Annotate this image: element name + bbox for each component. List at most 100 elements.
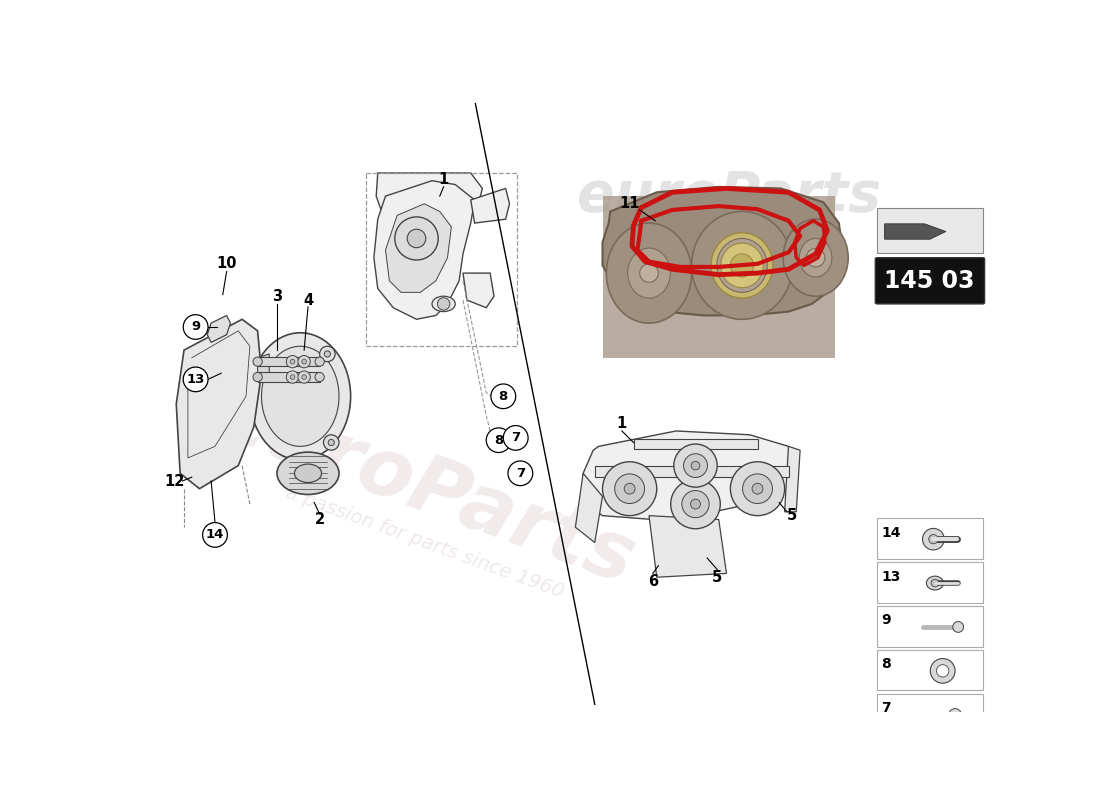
Bar [877,562,983,602]
Circle shape [603,462,657,516]
Polygon shape [257,354,270,373]
Circle shape [936,665,949,677]
Text: 14: 14 [206,529,224,542]
Text: 12: 12 [165,474,185,489]
Circle shape [733,256,751,274]
Ellipse shape [295,464,321,482]
Bar [877,518,983,558]
Text: 5: 5 [712,570,723,585]
Circle shape [184,314,208,339]
Polygon shape [385,204,451,292]
Polygon shape [463,273,494,308]
Circle shape [328,439,334,446]
Text: 4: 4 [302,293,313,307]
Circle shape [395,217,438,260]
Circle shape [438,298,450,310]
Polygon shape [207,315,231,342]
Circle shape [953,622,964,632]
Text: 9: 9 [881,614,891,627]
Bar [366,173,517,346]
Ellipse shape [277,452,339,494]
Polygon shape [595,466,789,477]
Circle shape [301,374,307,379]
Polygon shape [877,209,983,253]
Circle shape [742,474,772,503]
Text: 8: 8 [881,658,891,671]
Circle shape [184,367,208,392]
Bar [877,650,983,690]
Circle shape [671,479,720,529]
Circle shape [324,351,330,357]
Circle shape [286,371,299,383]
Circle shape [323,435,339,450]
Circle shape [508,461,532,486]
Circle shape [730,462,784,516]
Text: 1: 1 [617,416,627,430]
Ellipse shape [315,373,324,382]
Text: 8: 8 [494,434,504,446]
Text: 13: 13 [881,570,901,583]
Circle shape [298,355,310,368]
Text: 2: 2 [315,512,324,527]
Ellipse shape [432,296,455,311]
Text: 145 03: 145 03 [884,269,975,293]
Bar [877,606,983,646]
Polygon shape [603,196,835,358]
Polygon shape [376,173,483,211]
Polygon shape [575,474,603,542]
Circle shape [923,529,944,550]
Circle shape [407,230,426,248]
Ellipse shape [606,223,692,323]
Text: euroParts: euroParts [204,377,645,601]
Ellipse shape [800,238,832,277]
Text: 11: 11 [619,196,640,211]
Circle shape [640,264,658,282]
FancyBboxPatch shape [876,258,984,304]
Circle shape [320,346,336,362]
Text: 10: 10 [217,256,236,271]
Polygon shape [471,188,509,223]
Text: 3: 3 [272,289,282,304]
Circle shape [953,713,957,717]
Ellipse shape [717,238,767,292]
Ellipse shape [253,373,262,382]
Circle shape [928,534,938,544]
Circle shape [806,249,825,267]
Circle shape [290,359,295,364]
Polygon shape [603,187,843,315]
Circle shape [674,444,717,487]
Ellipse shape [720,243,763,288]
Bar [877,694,983,734]
Circle shape [615,474,645,503]
Circle shape [691,499,701,509]
Ellipse shape [926,576,944,590]
Circle shape [682,490,710,518]
Text: 7: 7 [512,431,520,444]
Circle shape [298,371,310,383]
Circle shape [691,462,700,470]
Text: 1: 1 [439,172,449,186]
Ellipse shape [315,357,324,366]
Text: 9: 9 [191,321,200,334]
Polygon shape [583,431,792,519]
Circle shape [931,579,938,587]
Circle shape [752,483,763,494]
Circle shape [683,454,707,478]
Polygon shape [634,438,758,449]
Circle shape [624,483,635,494]
Circle shape [301,359,307,364]
Text: 13: 13 [186,373,205,386]
Circle shape [290,374,295,379]
Text: 7: 7 [516,467,525,480]
Ellipse shape [711,233,773,298]
Text: 14: 14 [881,526,901,540]
Polygon shape [176,319,262,489]
Circle shape [486,428,512,453]
Polygon shape [884,224,946,239]
Text: 7: 7 [881,702,891,715]
Polygon shape [784,446,800,512]
Circle shape [504,426,528,450]
Polygon shape [257,373,320,382]
Ellipse shape [253,357,262,366]
Polygon shape [374,181,474,319]
